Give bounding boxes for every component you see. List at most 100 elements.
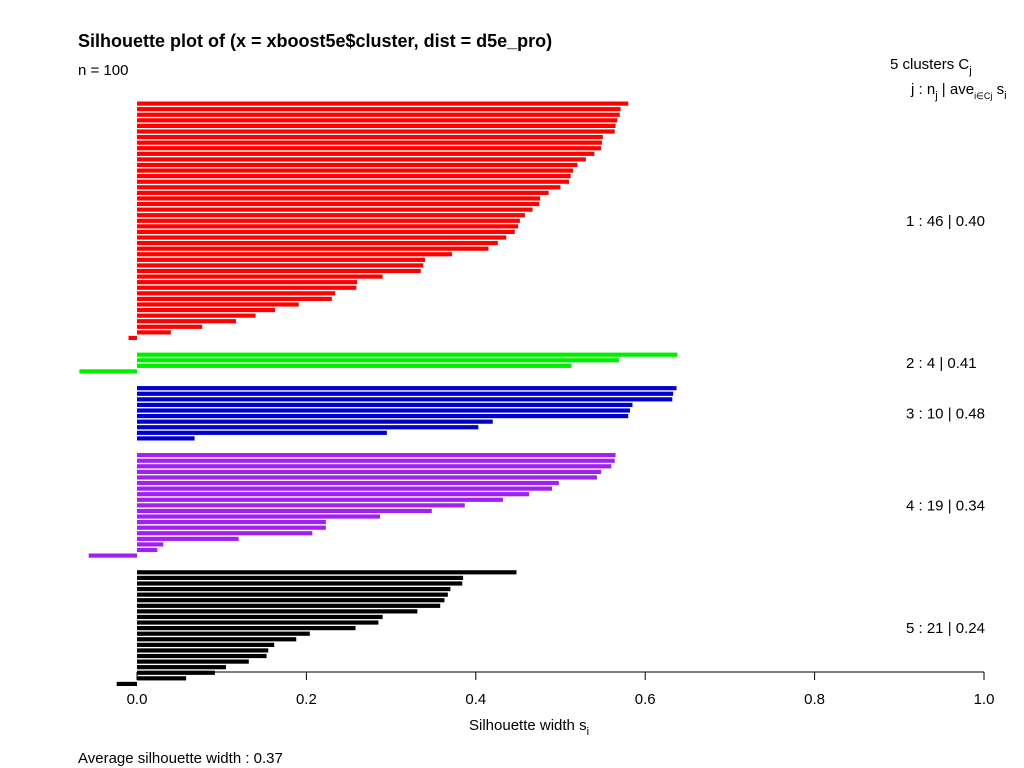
silhouette-bar-c1-1 xyxy=(137,101,629,106)
x-tick-label: 0.6 xyxy=(635,691,656,708)
silhouette-bar-c1-41 xyxy=(137,324,203,329)
x-tick-label: 0.8 xyxy=(804,691,825,708)
silhouette-bar-c1-25 xyxy=(137,235,507,240)
silhouette-bar-c1-10 xyxy=(137,151,595,156)
silhouette-bar-c5-17 xyxy=(137,659,249,664)
silhouette-bar-c1-17 xyxy=(137,190,549,195)
silhouette-bar-c1-30 xyxy=(137,263,424,268)
silhouette-bar-c3-3 xyxy=(137,397,673,402)
average-silhouette-footer: Average silhouette width : 0.37 xyxy=(78,750,283,767)
silhouette-bar-c1-32 xyxy=(137,274,383,279)
silhouette-bar-c1-15 xyxy=(137,179,569,184)
silhouette-bar-c4-4 xyxy=(137,469,602,474)
silhouette-bar-c5-2 xyxy=(137,575,464,580)
silhouette-bar-c3-1 xyxy=(137,386,677,391)
silhouette-bar-c1-21 xyxy=(137,213,525,218)
x-tick-label: 0.4 xyxy=(465,691,486,708)
silhouette-bar-c1-31 xyxy=(137,268,421,274)
silhouette-bar-c5-6 xyxy=(137,598,445,603)
silhouette-bar-c1-3 xyxy=(137,112,620,117)
silhouette-bar-c5-12 xyxy=(137,631,310,636)
silhouette-bar-c3-10 xyxy=(137,436,195,441)
x-tick-label: 0.2 xyxy=(296,691,317,708)
chart-title: Silhouette plot of (x = xboost5e$cluster… xyxy=(78,31,552,51)
silhouette-bar-c3-8 xyxy=(137,425,479,430)
silhouette-bar-c4-14 xyxy=(137,525,326,530)
silhouette-bar-c4-7 xyxy=(137,486,553,491)
silhouette-bar-c5-7 xyxy=(137,603,441,608)
silhouette-bar-c3-6 xyxy=(137,413,629,419)
silhouette-bar-c3-7 xyxy=(137,419,493,424)
silhouette-bar-c4-3 xyxy=(137,464,612,469)
silhouette-bar-c4-9 xyxy=(137,497,503,502)
silhouette-bar-c5-14 xyxy=(137,642,275,647)
silhouette-bar-c1-39 xyxy=(137,313,256,318)
silhouette-bar-c5-16 xyxy=(137,653,267,659)
silhouette-bar-c1-18 xyxy=(137,196,541,201)
silhouette-bar-c5-21 xyxy=(116,681,137,687)
silhouette-bar-c1-8 xyxy=(137,140,602,145)
silhouette-bar-c4-13 xyxy=(137,520,326,525)
silhouette-bar-c1-7 xyxy=(137,134,603,140)
silhouette-bar-c5-5 xyxy=(137,592,448,597)
silhouette-bar-c4-2 xyxy=(137,458,615,463)
silhouette-bar-c5-15 xyxy=(137,648,269,653)
x-axis-label: Silhouette width si xyxy=(469,717,589,738)
silhouette-bar-c1-22 xyxy=(137,218,520,223)
silhouette-bar-c1-38 xyxy=(137,307,276,313)
silhouette-bar-c1-26 xyxy=(137,241,498,246)
silhouette-bar-c4-11 xyxy=(137,508,432,514)
x-tick-label: 0.0 xyxy=(127,691,148,708)
silhouette-bar-c2-1 xyxy=(137,352,678,357)
silhouette-bar-c4-17 xyxy=(137,542,164,547)
silhouette-bar-c5-10 xyxy=(137,620,379,625)
silhouette-bar-c1-40 xyxy=(137,319,237,324)
silhouette-bar-c1-35 xyxy=(137,291,336,296)
legend-header-line1: 5 clusters Cj xyxy=(890,56,972,77)
silhouette-bar-c4-18 xyxy=(137,547,158,553)
silhouette-bar-c1-23 xyxy=(137,224,519,229)
silhouette-bar-c1-19 xyxy=(137,201,540,207)
silhouette-bar-c5-19 xyxy=(137,670,215,675)
silhouette-bar-c5-9 xyxy=(137,614,383,620)
silhouette-bar-c4-16 xyxy=(137,536,239,541)
silhouette-bar-c3-5 xyxy=(137,408,630,413)
silhouette-bar-c2-2 xyxy=(137,358,619,363)
silhouette-bar-c5-20 xyxy=(137,676,187,681)
silhouette-bar-c1-5 xyxy=(137,123,616,129)
cluster-label-5: 5 : 21 | 0.24 xyxy=(906,620,985,637)
silhouette-bar-c1-6 xyxy=(137,129,615,134)
silhouette-bar-c5-4 xyxy=(137,586,451,592)
silhouette-bar-c1-43 xyxy=(128,335,137,341)
silhouette-bar-c4-10 xyxy=(137,503,465,508)
silhouette-bar-c2-4 xyxy=(79,369,137,374)
cluster-label-1: 1 : 46 | 0.40 xyxy=(906,213,985,230)
silhouette-bar-c1-27 xyxy=(137,246,489,251)
silhouette-bar-c1-28 xyxy=(137,252,453,257)
silhouette-bar-c1-42 xyxy=(137,330,171,335)
silhouette-bar-c4-5 xyxy=(137,475,597,480)
x-ticks-group: 0.0 0.2 0.4 0.6 0.8 1.0 xyxy=(127,672,995,708)
silhouette-bar-c1-11 xyxy=(137,157,586,162)
silhouette-bar-c4-6 xyxy=(137,480,559,486)
silhouette-bar-c4-12 xyxy=(137,514,381,519)
silhouette-bar-c4-1 xyxy=(137,453,616,458)
silhouette-bar-c1-33 xyxy=(137,280,358,285)
legend-header-line2: j : nj | avei∈Cj si xyxy=(910,81,1007,102)
x-tick-label: 1.0 xyxy=(974,691,995,708)
silhouette-bar-c4-15 xyxy=(137,531,313,536)
silhouette-bar-c1-29 xyxy=(137,257,425,262)
silhouette-bar-c1-14 xyxy=(137,174,571,179)
silhouette-bar-c5-13 xyxy=(137,637,297,642)
silhouette-bar-c3-2 xyxy=(137,391,674,396)
silhouette-bar-c1-20 xyxy=(137,207,533,212)
silhouette-bar-c1-2 xyxy=(137,107,621,112)
silhouette-bar-c1-36 xyxy=(137,296,332,301)
silhouette-bar-c1-37 xyxy=(137,302,299,307)
silhouette-bar-c4-8 xyxy=(137,492,530,497)
chart-subtitle: n = 100 xyxy=(78,62,128,79)
silhouette-bar-c1-24 xyxy=(137,229,515,235)
bars-group xyxy=(79,101,678,687)
cluster-label-2: 2 : 4 | 0.41 xyxy=(906,355,977,372)
